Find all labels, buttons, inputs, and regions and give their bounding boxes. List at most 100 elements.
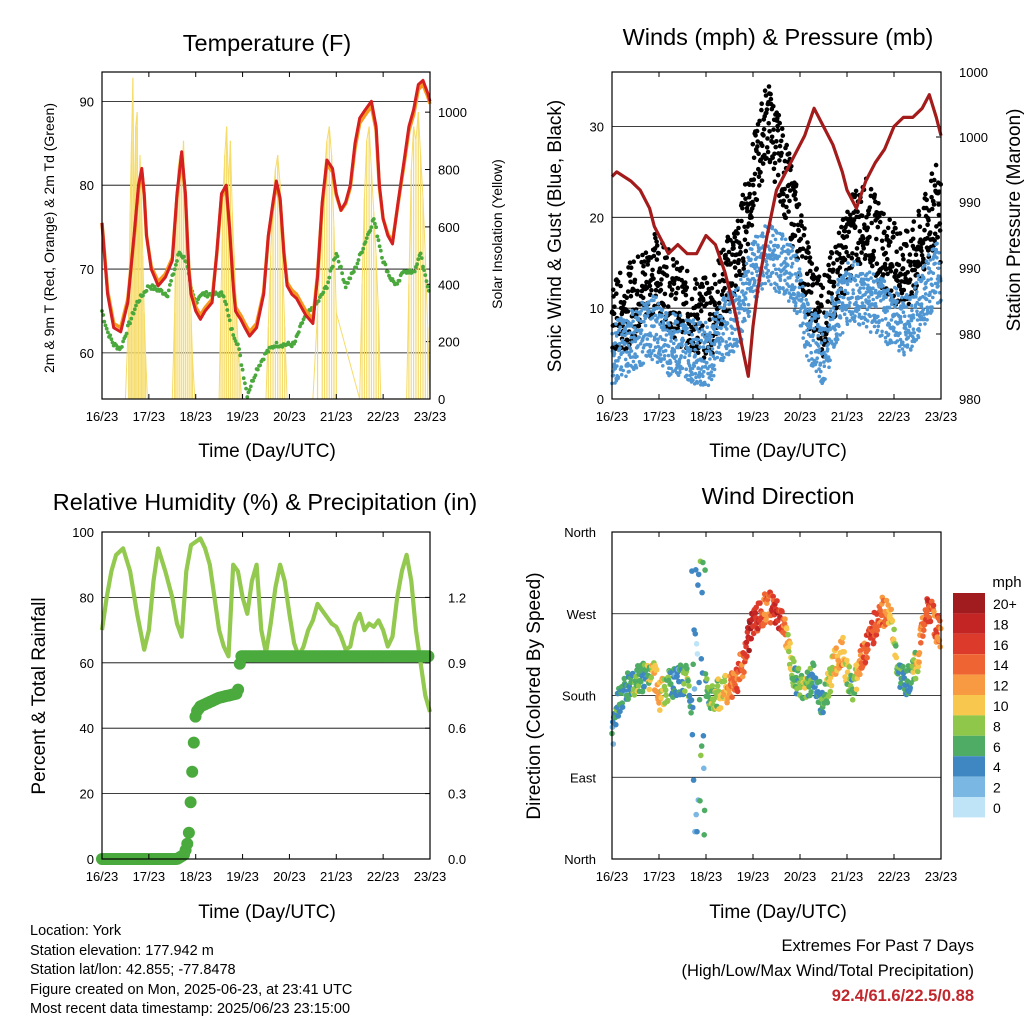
dewpoint-point (354, 265, 359, 270)
direction-point (912, 675, 919, 682)
wind-point (895, 299, 899, 304)
winds-ylabel-right: Station Pressure (Maroon) (1004, 109, 1024, 332)
direction-point (833, 645, 839, 651)
wind-point (744, 291, 748, 295)
wind-point (654, 332, 659, 337)
wind-point (820, 332, 825, 337)
wind-point (668, 329, 673, 334)
wind-point (724, 340, 728, 344)
gust-point (800, 246, 806, 251)
gust-point (667, 284, 672, 289)
wind-point (744, 281, 749, 286)
wind-point (662, 354, 667, 358)
gust-point (735, 218, 741, 224)
wind-point (709, 377, 714, 382)
wind-point (715, 355, 720, 360)
wind-point (886, 332, 891, 337)
wind-point (902, 314, 907, 319)
wind-point (654, 295, 658, 300)
gust-point (698, 308, 704, 314)
gust-point (901, 287, 907, 293)
wind-point (838, 333, 842, 337)
direction-point (693, 567, 699, 573)
wind-point (793, 304, 798, 308)
gust-point (611, 311, 617, 316)
wind-point (819, 369, 823, 374)
dewpoint-point (245, 395, 250, 399)
gust-point (766, 121, 771, 126)
wind-point (851, 291, 856, 296)
gust-point (807, 255, 813, 260)
gust-point (661, 303, 667, 308)
wind-point (702, 369, 706, 374)
dewpoint-point (415, 262, 419, 267)
wind-point (773, 237, 778, 242)
dir-ytick-label: East (570, 770, 596, 785)
gust-point (664, 255, 669, 260)
gust-point (737, 268, 742, 274)
wind-point (902, 352, 906, 357)
colorbar-tick-label: 6 (993, 739, 1001, 755)
gust-point (920, 240, 926, 246)
wind-point (728, 310, 732, 315)
wind-point (783, 278, 787, 283)
wind-point (811, 332, 815, 337)
wind-point (915, 290, 919, 294)
wind-point (735, 339, 740, 344)
direction-point (639, 688, 646, 695)
wind-point (765, 263, 769, 267)
gust-point (662, 291, 668, 297)
gust-point (698, 302, 704, 307)
wind-point (873, 288, 878, 293)
latlon-text: Station lat/lon: 42.855; -77.8478 (30, 962, 236, 979)
wind-point (830, 298, 834, 303)
direction-point (921, 627, 927, 633)
wind-point (865, 319, 870, 323)
direction-point (690, 777, 697, 783)
wind-ytick-right-label: 990 (959, 261, 981, 276)
wind-point (772, 263, 776, 268)
gust-point (770, 155, 775, 161)
wind-point (904, 333, 908, 337)
wind-point (768, 248, 772, 252)
wind-point (900, 295, 904, 300)
gust-point (671, 263, 676, 268)
wind-point (722, 306, 727, 310)
gust-point (723, 252, 728, 258)
gust-point (912, 267, 918, 273)
gust-point (894, 249, 899, 254)
gust-point (885, 225, 891, 231)
wind-point (625, 350, 629, 354)
wind-point (893, 304, 897, 309)
wind-point (711, 317, 715, 321)
gust-point (862, 222, 867, 227)
gust-point (844, 234, 850, 239)
wind-point (862, 282, 867, 286)
gust-point (850, 251, 855, 256)
wind-point (828, 358, 832, 363)
direction-point (709, 683, 716, 689)
wind-point (662, 357, 666, 361)
gust-point (910, 236, 916, 242)
dewpoint-point (374, 225, 378, 230)
wind-point (739, 277, 743, 282)
gust-point (826, 262, 831, 268)
wind-point (665, 311, 669, 316)
gust-point (628, 271, 633, 277)
wind-point (860, 271, 865, 276)
gust-point (913, 252, 919, 257)
wind-point (674, 354, 679, 359)
wind-point (639, 328, 644, 333)
wind-point (764, 259, 768, 264)
created-text: Figure created on Mon, 2025-06-23, at 23… (30, 981, 353, 998)
rh-ytick-label: 80 (80, 590, 94, 605)
gust-point (680, 318, 686, 324)
gust-point (786, 151, 792, 156)
wind-point (747, 314, 751, 319)
gust-point (895, 278, 900, 284)
wind-point (755, 235, 760, 239)
dewpoint-point (418, 251, 423, 256)
wind-point (852, 260, 856, 264)
gust-point (766, 84, 772, 89)
wind-point (642, 313, 647, 318)
